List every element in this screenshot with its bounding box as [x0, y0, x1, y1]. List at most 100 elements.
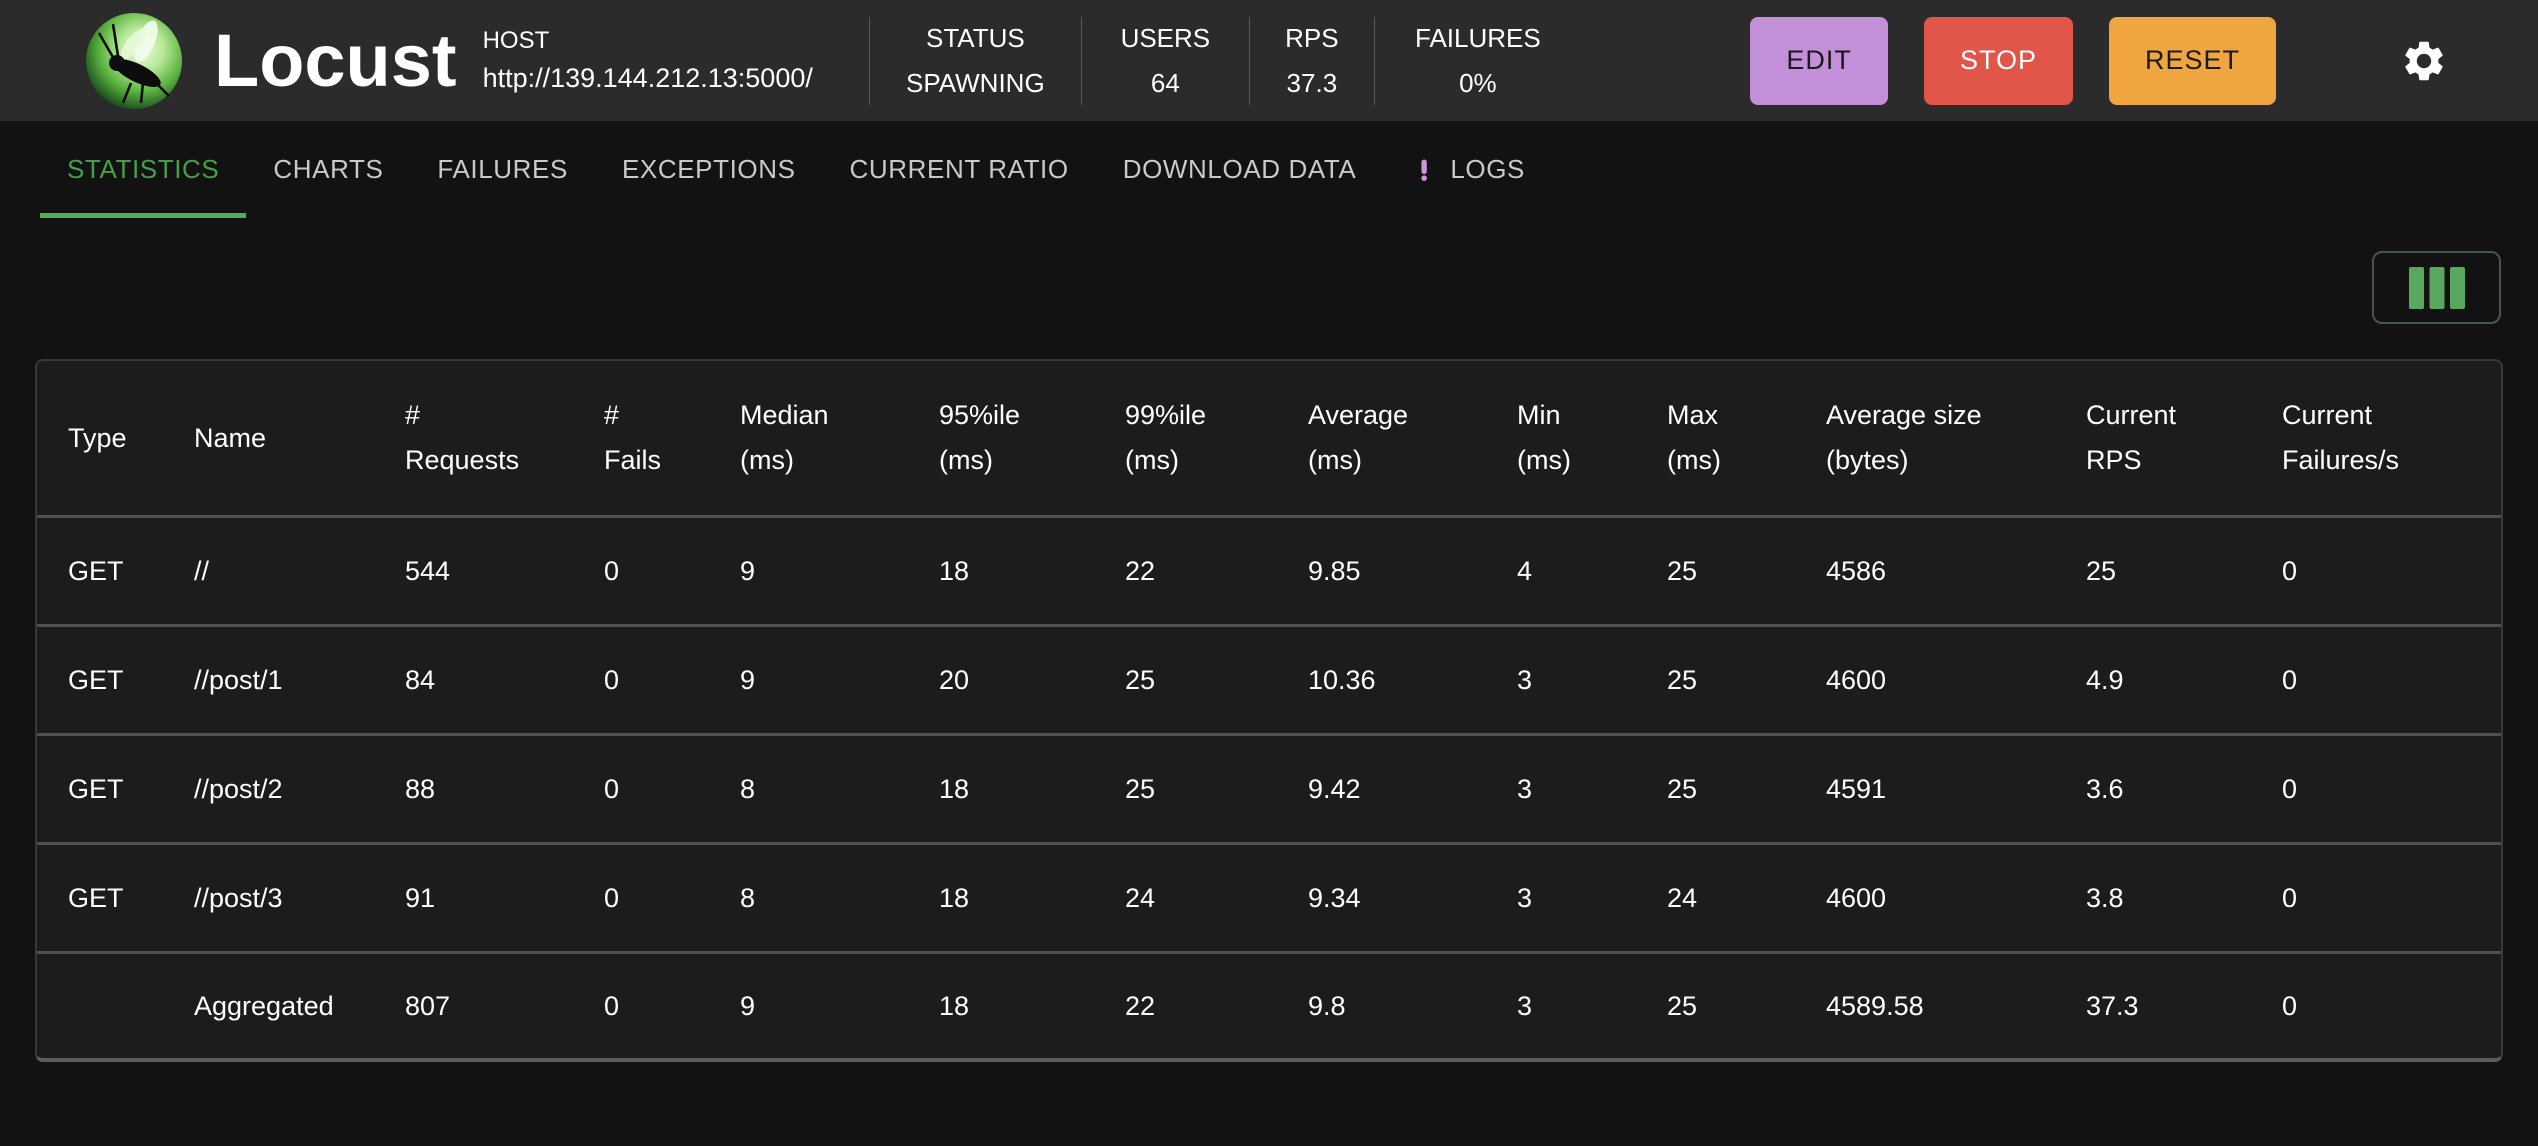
cell-avg-size: 4586: [1810, 515, 2070, 626]
failures-label: FAILURES: [1415, 22, 1541, 53]
cell-average: 10.36: [1292, 624, 1501, 735]
column-header-95ile[interactable]: 95%ile (ms): [939, 400, 1021, 475]
column-header-median[interactable]: Median (ms): [740, 400, 829, 475]
host-label: HOST: [482, 27, 550, 54]
app-title: Locust: [214, 18, 457, 102]
reset-button[interactable]: RESET: [2108, 16, 2276, 105]
column-header-average[interactable]: Average (ms): [1308, 400, 1409, 475]
cell-name: //post/3: [178, 842, 389, 953]
cell-95ile: 18: [923, 515, 1109, 626]
cell-type: [37, 951, 178, 1058]
cell-current-rps: 4.9: [2070, 624, 2266, 735]
cell-min: 3: [1501, 624, 1651, 735]
tab-label: FAILURES: [437, 154, 568, 184]
tab-label: STATISTICS: [67, 154, 220, 184]
cell-current-failures: 0: [2266, 515, 2501, 626]
column-header-current-rps[interactable]: Current RPS: [2086, 400, 2177, 475]
column-header-min[interactable]: Min (ms): [1517, 400, 1571, 475]
tab-logs[interactable]: LOGS: [1383, 121, 1552, 218]
cell-median: 9: [724, 951, 923, 1058]
stop-button[interactable]: STOP: [1923, 16, 2073, 105]
cell-current-rps: 25: [2070, 515, 2266, 626]
cell-max: 25: [1651, 951, 1810, 1058]
cell-average: 9.34: [1292, 842, 1501, 953]
table-row: GET // 544 0 9 18 22 9.85 4 25 4586 25 0: [37, 515, 2501, 626]
cell-median: 8: [724, 733, 923, 844]
app-header: Locust HOST http://139.144.212.13:5000/ …: [0, 0, 2538, 121]
cell-current-failures: 0: [2266, 624, 2501, 735]
cell-avg-size: 4589.58: [1810, 951, 2070, 1058]
cell-name: //post/2: [178, 733, 389, 844]
cell-median: 8: [724, 842, 923, 953]
cell-type: GET: [37, 733, 178, 844]
table-row-aggregated: Aggregated 807 0 9 18 22 9.8 3 25 4589.5…: [37, 951, 2501, 1058]
tab-failures[interactable]: FAILURES: [410, 121, 595, 218]
rps-label: RPS: [1285, 22, 1339, 53]
cell-current-rps: 3.6: [2070, 733, 2266, 844]
failures-stat: FAILURES 0%: [1373, 16, 1581, 105]
rps-stat: RPS 37.3: [1248, 16, 1374, 105]
column-header-type[interactable]: Type: [68, 422, 127, 453]
cell-requests: 84: [389, 624, 588, 735]
tab-bar: STATISTICS CHARTS FAILURES EXCEPTIONS CU…: [0, 121, 2538, 218]
table-row: GET //post/1 84 0 9 20 25 10.36 3 25 460…: [37, 624, 2501, 735]
column-header-avg-size[interactable]: Average size (bytes): [1826, 400, 1982, 475]
cell-average: 9.8: [1292, 951, 1501, 1058]
statistics-table: Type Name # Requests # Fails Median (ms)…: [37, 361, 2501, 1058]
host-block: HOST http://139.144.212.13:5000/: [483, 27, 813, 94]
cell-median: 9: [724, 624, 923, 735]
cell-type: GET: [37, 624, 178, 735]
table-toolbar: [0, 218, 2538, 359]
cell-average: 9.42: [1292, 733, 1501, 844]
cell-name: //post/1: [178, 624, 389, 735]
column-header-fails[interactable]: # Fails: [604, 400, 662, 475]
cell-min: 4: [1501, 515, 1651, 626]
users-value: 64: [1150, 67, 1180, 98]
locust-logo-icon[interactable]: [84, 11, 184, 111]
column-header-99ile[interactable]: 99%ile (ms): [1125, 400, 1207, 475]
column-header-name[interactable]: Name: [194, 422, 267, 453]
cell-95ile: 18: [923, 951, 1109, 1058]
cell-max: 25: [1651, 624, 1810, 735]
tab-exceptions[interactable]: EXCEPTIONS: [595, 121, 823, 218]
cell-fails: 0: [588, 842, 724, 953]
column-selector-button[interactable]: [2372, 251, 2501, 324]
cell-current-rps: 3.8: [2070, 842, 2266, 953]
column-header-max[interactable]: Max (ms): [1667, 400, 1721, 475]
cell-99ile: 25: [1109, 624, 1292, 735]
tab-download-data[interactable]: DOWNLOAD DATA: [1096, 121, 1384, 218]
rps-value: 37.3: [1286, 67, 1338, 98]
host-url: http://139.144.212.13:5000/: [482, 63, 813, 93]
tab-label: LOGS: [1450, 154, 1525, 184]
cell-current-failures: 0: [2266, 733, 2501, 844]
cell-99ile: 22: [1109, 951, 1292, 1058]
cell-min: 3: [1501, 733, 1651, 844]
cell-max: 25: [1651, 733, 1810, 844]
cell-fails: 0: [588, 624, 724, 735]
cell-max: 25: [1651, 515, 1810, 626]
view-columns-icon: [2408, 266, 2465, 309]
failures-value: 0%: [1459, 67, 1497, 98]
cell-99ile: 25: [1109, 733, 1292, 844]
tab-label: DOWNLOAD DATA: [1122, 154, 1357, 184]
column-header-requests[interactable]: # Requests: [405, 400, 520, 475]
cell-median: 9: [724, 515, 923, 626]
settings-button[interactable]: [2396, 33, 2452, 89]
cell-requests: 88: [389, 733, 588, 844]
cell-requests: 807: [389, 951, 588, 1058]
users-label: USERS: [1120, 22, 1211, 53]
tab-label: CURRENT RATIO: [849, 154, 1069, 184]
column-header-current-failures[interactable]: Current Failures/s: [2282, 400, 2400, 475]
table-row: GET //post/3 91 0 8 18 24 9.34 3 24 4600…: [37, 842, 2501, 953]
status-value: SPAWNING: [906, 67, 1045, 98]
cell-fails: 0: [588, 733, 724, 844]
cell-99ile: 24: [1109, 842, 1292, 953]
cell-average: 9.85: [1292, 515, 1501, 626]
users-stat: USERS 64: [1080, 16, 1249, 105]
tab-statistics[interactable]: STATISTICS: [40, 121, 247, 218]
tab-charts[interactable]: CHARTS: [246, 121, 410, 218]
exclamation-icon: [1421, 159, 1428, 181]
cell-avg-size: 4600: [1810, 624, 2070, 735]
tab-current-ratio[interactable]: CURRENT RATIO: [823, 121, 1096, 218]
edit-button[interactable]: EDIT: [1750, 16, 1888, 105]
